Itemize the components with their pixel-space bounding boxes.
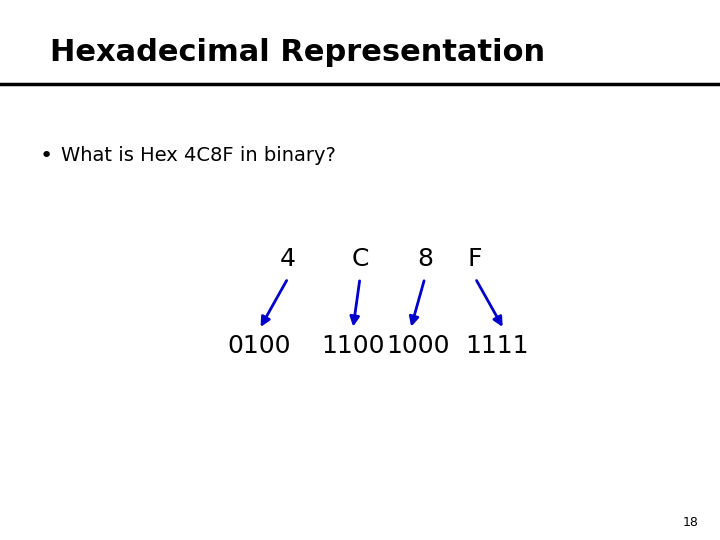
Text: What is Hex 4C8F in binary?: What is Hex 4C8F in binary?	[61, 146, 336, 165]
Text: 4: 4	[280, 247, 296, 271]
Text: C: C	[351, 247, 369, 271]
Text: Hexadecimal Representation: Hexadecimal Representation	[50, 38, 546, 67]
Text: 18: 18	[683, 516, 698, 529]
Text: 1100: 1100	[321, 334, 384, 357]
Text: 1111: 1111	[465, 334, 528, 357]
Text: F: F	[468, 247, 482, 271]
Text: •: •	[40, 146, 53, 166]
Text: 0100: 0100	[228, 334, 291, 357]
Text: 8: 8	[417, 247, 433, 271]
Text: 1000: 1000	[386, 334, 449, 357]
